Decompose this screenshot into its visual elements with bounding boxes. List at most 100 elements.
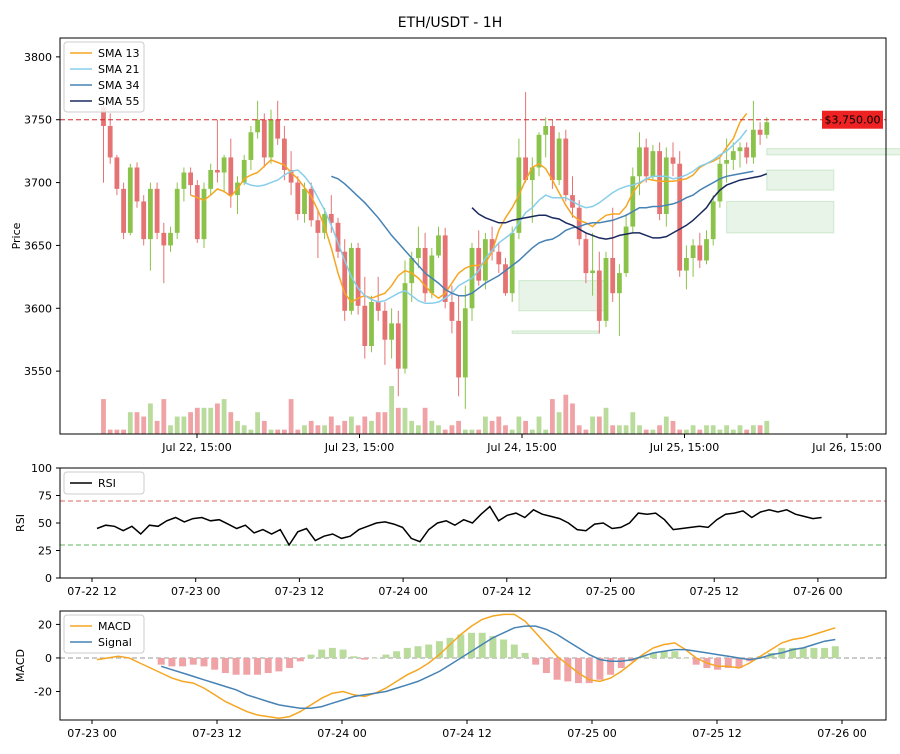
candle-body (764, 122, 770, 135)
macd-histogram-bar (489, 636, 497, 658)
volume-bar (489, 420, 495, 434)
candle-body (529, 167, 535, 181)
macd-histogram-bar (243, 657, 251, 675)
rsi-y-tick-label: 50 (38, 517, 52, 530)
price-x-tick-label: Jul 25, 15:00 (649, 441, 719, 454)
macd-histogram-bar (393, 651, 401, 658)
macd-x-tick-label: 07-25 12 (692, 727, 741, 740)
candle-body (462, 308, 468, 378)
price-y-tick-label: 3550 (24, 365, 52, 378)
volume-bar (342, 420, 348, 434)
volume-bar (134, 412, 140, 434)
macd-x-tick-label: 07-25 00 (567, 727, 616, 740)
volume-bar (121, 429, 126, 434)
macd-histogram-bar (639, 656, 647, 658)
volume-bar (657, 425, 662, 434)
volume-bar (757, 425, 763, 434)
candle-body (154, 188, 160, 233)
volume-bar (335, 425, 341, 434)
candle-body (583, 239, 589, 274)
volume-bar (255, 412, 260, 434)
volume-bar (543, 429, 549, 434)
volume-bar (670, 420, 676, 434)
macd-histogram-bar (361, 657, 368, 660)
candle-body (315, 220, 321, 233)
candle-body (268, 119, 274, 158)
volume-bar (355, 425, 361, 434)
candle-body (121, 188, 126, 233)
macd-y-axis-label: MACD (14, 649, 27, 682)
chart-title: ETH/USDT - 1H (398, 15, 503, 31)
volume-bar (617, 425, 622, 434)
candle-body (476, 247, 482, 281)
volume-bar (556, 412, 562, 434)
candle-body (402, 283, 408, 369)
macd-histogram-bar (179, 657, 187, 667)
volume-bar (442, 429, 448, 434)
volume-bar (402, 407, 408, 434)
candle-body (342, 251, 348, 311)
macd-legend-label: Signal (98, 636, 132, 649)
candle-body (395, 323, 401, 369)
macd-histogram-bar (371, 657, 379, 659)
liquidity-zone (726, 200, 835, 234)
volume-bar (550, 399, 555, 434)
volume-bar (174, 416, 180, 434)
macd-x-tick-label: 07-24 00 (317, 727, 366, 740)
volume-bar (295, 429, 301, 434)
volume-bar (690, 425, 696, 434)
macd-histogram-bar (564, 657, 572, 682)
macd-histogram-bar (339, 649, 347, 658)
macd-y-tick-label: 20 (38, 618, 52, 631)
candle-body (730, 151, 736, 160)
volume-bar (663, 416, 669, 434)
candle-body (550, 126, 555, 181)
macd-histogram-bar (286, 657, 294, 669)
candle-body (623, 226, 629, 274)
macd-panel: -20 0 20 MACD 07-23 00 07-23 12 07-24 00 07-24 … (14, 610, 887, 740)
candle-body (127, 167, 133, 233)
candle-body (684, 258, 689, 271)
volume-bar (456, 420, 461, 434)
candle-body (456, 320, 461, 378)
candle-body (737, 147, 743, 152)
candle-body (509, 232, 515, 294)
candle-body (221, 157, 227, 173)
macd-y-tick-label: 0 (45, 652, 52, 665)
candle-body (228, 157, 234, 196)
price-x-tick-label: Jul 23, 15:00 (324, 441, 394, 454)
candle-body (483, 239, 488, 281)
macd-histogram-bar (446, 637, 454, 658)
macd-series-line (96, 613, 836, 720)
macd-histogram-bar (585, 657, 593, 684)
volume-bar (643, 429, 649, 434)
candle-body (724, 159, 729, 164)
volume-bar (215, 403, 220, 434)
candle-body (335, 222, 341, 252)
volume-bar (650, 429, 656, 434)
macd-histogram-bar (435, 641, 443, 658)
candle-body (174, 188, 180, 233)
candle-body (161, 232, 167, 246)
candle-body (322, 214, 327, 233)
price-legend-label: SMA 13 (98, 47, 140, 60)
price-legend-label: SMA 34 (98, 79, 140, 92)
volume-bar (429, 420, 435, 434)
volume-bar (101, 399, 106, 434)
candle-body (536, 134, 542, 168)
macd-histogram-bar (232, 657, 240, 675)
volume-bar (717, 429, 723, 434)
candle-body (382, 310, 388, 340)
rsi-x-tick-label: 07-24 12 (482, 585, 531, 598)
volume-bar (261, 420, 267, 434)
candle-body (362, 305, 368, 346)
volume-bar (536, 416, 542, 434)
price-y-tick-label: 3600 (24, 302, 52, 315)
macd-histogram-bar (189, 657, 197, 665)
volume-bar (764, 420, 770, 434)
candle-body (503, 264, 508, 294)
macd-histogram-bar (575, 657, 582, 684)
rsi-y-tick-label: 100 (31, 462, 52, 475)
macd-plot-background (60, 611, 886, 720)
volume-bar (302, 425, 307, 434)
